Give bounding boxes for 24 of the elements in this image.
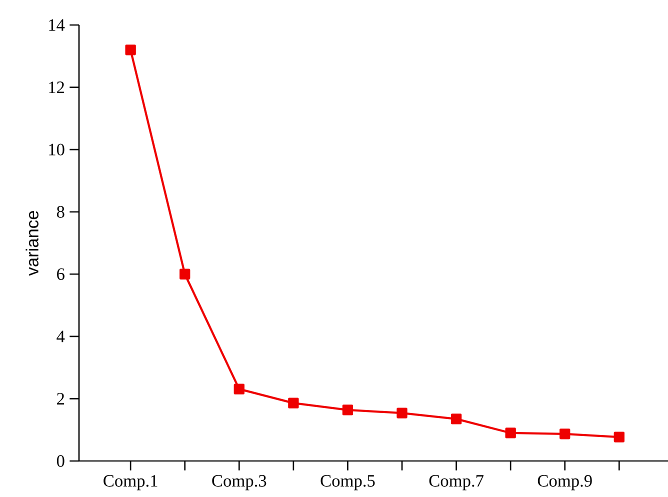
y-tick-label: 6 [57,268,64,280]
x-tick-label: Comp.3 [212,475,266,490]
point [342,404,354,416]
point [125,44,136,56]
point [505,428,516,438]
y-tick-label: 10 [49,144,64,156]
y-tick-label: 12 [49,82,64,94]
point [614,432,624,442]
point [396,408,408,418]
x-tick-label: Comp.1 [104,475,158,490]
y-axis-title: variance [26,211,38,276]
y-tick-label: 8 [56,206,64,218]
x-tick-label: Comp.7 [429,475,484,490]
point [450,414,462,424]
y-tick-label: 0 [56,455,64,467]
point [288,398,299,408]
x-tick-label: Comp.5 [320,475,375,490]
x-tick-label: Comp.9 [538,475,592,490]
y-tick-label: 14 [49,19,65,31]
y-tick-label: 4 [56,330,65,342]
y-tick-label: 2 [57,392,64,404]
point [234,384,244,394]
point [560,428,570,440]
point [180,268,190,280]
